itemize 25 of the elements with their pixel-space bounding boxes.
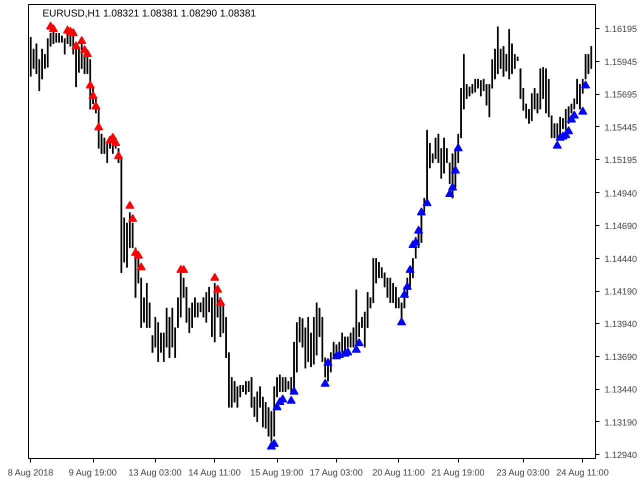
x-tick-label: 23 Aug 03:00 <box>496 468 550 478</box>
y-tick-label: 1.14690 <box>604 221 638 232</box>
y-tick-label: 1.13440 <box>604 384 638 395</box>
y-tick-label: 1.14190 <box>604 286 638 297</box>
x-tick-label: 8 Aug 2018 <box>8 468 54 478</box>
y-tick-label: 1.14940 <box>604 188 638 198</box>
y-tick-label: 1.13690 <box>604 352 638 362</box>
y-tick-label: 1.15445 <box>604 122 638 132</box>
x-tick-label: 21 Aug 19:00 <box>431 468 484 478</box>
y-tick-label: 1.15945 <box>604 56 638 67</box>
y-tick-label: 1.12940 <box>604 450 638 460</box>
x-tick-label: 13 Aug 03:00 <box>128 468 182 478</box>
x-tick-label: 17 Aug 03:00 <box>310 468 363 478</box>
y-tick-label: 1.15695 <box>604 90 638 100</box>
x-tick-label: 20 Aug 11:00 <box>372 468 425 478</box>
y-tick-label: 1.13190 <box>604 417 638 428</box>
y-tick-label: 1.16195 <box>604 24 638 34</box>
y-tick-label: 1.15195 <box>604 155 638 166</box>
x-tick-label: 15 Aug 19:00 <box>250 468 304 478</box>
x-tick-label: 9 Aug 19:00 <box>68 468 117 478</box>
chart-title: EURUSD,H1 1.08321 1.08381 1.08290 1.08381 <box>42 8 256 20</box>
y-tick-label: 1.14440 <box>604 254 638 264</box>
y-tick-label: 1.13940 <box>604 319 638 330</box>
x-tick-label: 14 Aug 11:00 <box>188 468 241 478</box>
x-tick-label: 24 Aug 11:00 <box>556 468 609 478</box>
